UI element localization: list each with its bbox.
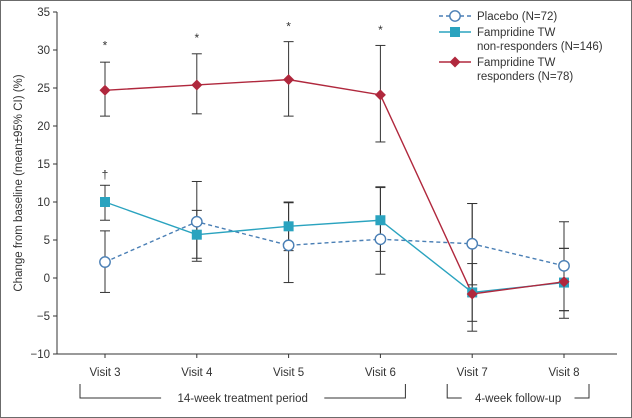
data-point	[558, 276, 570, 288]
period-bracket-left	[446, 384, 462, 399]
legend-marker	[450, 27, 460, 37]
data-point	[374, 89, 386, 101]
x-tick-label: Visit 8	[548, 367, 579, 379]
legend-label: Placebo (N=72)	[477, 11, 557, 23]
x-tick-label: Visit 3	[89, 367, 120, 379]
period-bracket-right	[324, 384, 406, 399]
legend-marker	[449, 56, 461, 68]
data-point	[99, 256, 111, 268]
data-point	[282, 239, 295, 252]
data-point	[558, 259, 570, 272]
legend-label: responders (N=78)	[477, 71, 573, 83]
legend-label: Fampridine TW	[477, 27, 556, 39]
legend-marker	[449, 10, 461, 22]
series-line	[104, 201, 565, 294]
y-tick-label: −10	[30, 349, 50, 361]
series-line	[104, 221, 565, 267]
data-point	[283, 74, 295, 86]
series-line	[104, 78, 565, 295]
data-point	[374, 233, 387, 246]
significance-mark: †	[102, 168, 109, 182]
data-point	[191, 229, 202, 240]
significance-mark: *	[103, 38, 108, 52]
period-bracket-right	[574, 384, 590, 399]
y-tick-label: 25	[37, 83, 50, 95]
y-axis-label: Change from baseline (mean±95% CI) (%)	[13, 74, 25, 291]
legend-label: Fampridine TW	[477, 57, 556, 69]
y-tick-label: 0	[44, 273, 50, 285]
period-bracket-left	[79, 384, 162, 399]
period-label: 4-week follow-up	[475, 393, 561, 405]
data-point	[191, 79, 203, 91]
significance-mark: *	[286, 19, 291, 33]
data-point	[375, 215, 386, 226]
significance-mark: *	[378, 23, 383, 37]
data-point	[99, 84, 111, 96]
period-label: 14-week treatment period	[177, 393, 307, 405]
y-tick-label: 10	[37, 197, 50, 209]
x-tick-label: Visit 5	[273, 367, 304, 379]
data-point	[283, 221, 294, 232]
y-tick-label: 35	[37, 7, 50, 19]
data-point	[190, 215, 203, 228]
x-tick-label: Visit 7	[457, 367, 488, 379]
legend-label: non-responders (N=146)	[477, 41, 603, 53]
y-tick-label: 20	[37, 121, 50, 133]
data-point	[100, 197, 110, 207]
x-tick-label: Visit 4	[181, 367, 213, 379]
significance-mark: *	[194, 31, 199, 45]
y-tick-label: 30	[37, 45, 50, 57]
x-tick-label: Visit 6	[365, 367, 396, 379]
y-tick-label: 5	[44, 235, 50, 247]
data-point	[466, 288, 478, 300]
y-tick-label: 15	[37, 159, 50, 171]
y-tick-label: −5	[37, 311, 50, 323]
data-point	[466, 237, 479, 250]
